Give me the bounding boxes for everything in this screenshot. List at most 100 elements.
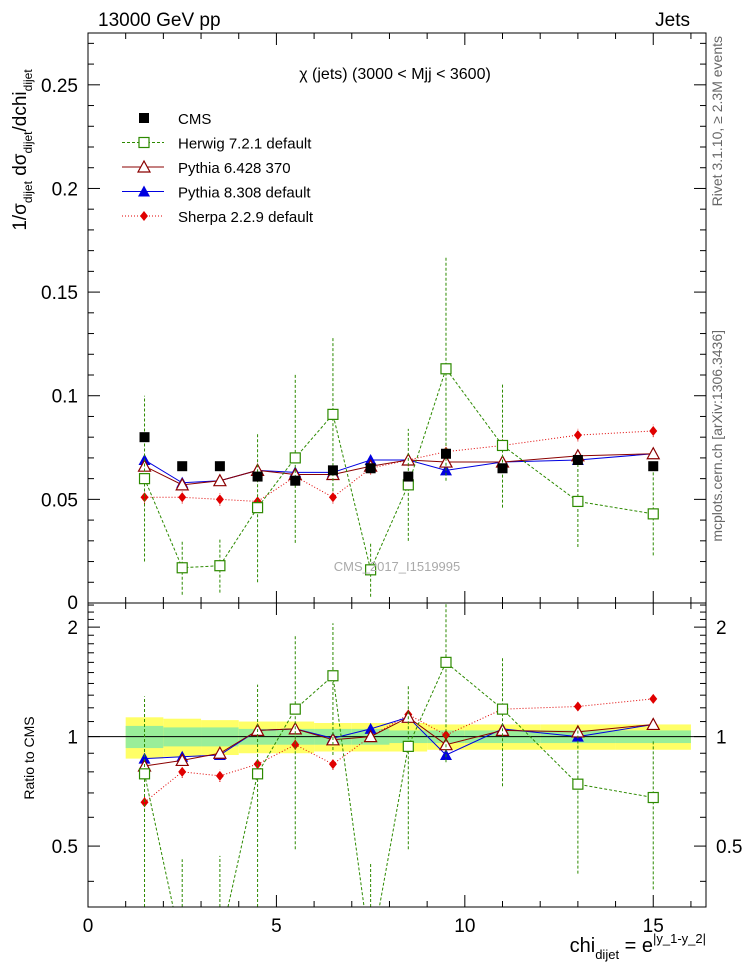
pythia6-point xyxy=(212,473,227,487)
sherpa-point xyxy=(573,701,582,712)
sherpa-point xyxy=(140,797,149,808)
legend-marker xyxy=(139,113,149,123)
y-tick-label: 0.2 xyxy=(52,179,78,200)
ratio-y-tick-label-right: 2 xyxy=(716,618,727,639)
herwig-point xyxy=(251,768,264,780)
herwig-point xyxy=(647,791,659,804)
y-tick-label-zero: 0 xyxy=(67,593,78,614)
ratio-y-tick-label-right: 0.5 xyxy=(716,837,742,858)
herwig-point xyxy=(402,740,414,752)
legend-label: Sherpa 2.2.9 default xyxy=(178,209,314,226)
header-left: 13000 GeV pp xyxy=(98,10,221,31)
pythia8-point xyxy=(364,722,377,734)
sherpa-point xyxy=(140,492,149,503)
pythia6-point xyxy=(175,477,190,491)
herwig-point xyxy=(647,508,659,520)
cms-point xyxy=(214,461,225,472)
herwig-line xyxy=(144,661,654,907)
sherpa-point xyxy=(649,425,658,436)
herwig-point xyxy=(496,703,509,715)
ratio-series-group xyxy=(137,603,661,907)
y-tick-label: 0.25 xyxy=(41,76,78,97)
y-tick-label: 0.05 xyxy=(41,490,78,511)
legend-marker xyxy=(138,185,150,197)
cms-point xyxy=(403,471,414,482)
watermark: CMS_2017_I1519995 xyxy=(334,559,461,574)
cms-point xyxy=(497,463,508,474)
cms-point xyxy=(139,432,150,443)
pythia6-line xyxy=(144,453,654,486)
sherpa-point xyxy=(215,770,224,781)
legend-label: Pythia 8.308 default xyxy=(178,185,311,202)
cms-point xyxy=(365,463,376,474)
side-label-mcplots: mcplots.cern.ch [arXiv:1306.3436] xyxy=(709,330,725,542)
herwig-point xyxy=(572,778,584,790)
y-tick-label: 0.15 xyxy=(41,283,78,304)
sherpa-point xyxy=(328,759,337,770)
pythia6-point xyxy=(212,745,227,759)
plot-title: χ (jets) (3000 < Mjj < 3600) xyxy=(299,66,491,83)
herwig-point xyxy=(365,564,377,576)
cms-point xyxy=(648,461,659,472)
ratio-frame xyxy=(87,602,707,908)
ratio-y-tick-label: 0.5 xyxy=(52,837,78,858)
x-tick-label: 10 xyxy=(454,916,475,937)
top-y-axis-label: 1/σdijet dσdijet/dchidijet xyxy=(10,69,35,231)
main-plot: 0.05 0.1 0.15 0.2 0.25 0 xyxy=(41,32,707,614)
sherpa-line xyxy=(144,430,654,502)
legend-marker xyxy=(140,211,148,221)
herwig-point xyxy=(327,408,339,420)
pythia6-point xyxy=(363,729,378,743)
pythia6-point xyxy=(438,454,453,468)
herwig-point xyxy=(289,452,301,464)
x-tick-label: 0 xyxy=(83,916,94,937)
sherpa-point xyxy=(649,693,658,704)
sherpa-point xyxy=(291,739,300,750)
herwig-point xyxy=(440,363,452,375)
y-tick-label: 0.1 xyxy=(52,387,78,408)
herwig-point xyxy=(289,703,301,715)
sherpa-point xyxy=(178,766,187,777)
x-tick-label: 15 xyxy=(643,916,664,937)
legend: CMS Herwig 7.2.1 default Pythia 6.428 370 P… xyxy=(122,111,314,226)
x-axis-label: chidijet = e|y_1-y_2| xyxy=(570,931,706,962)
pythia6-point xyxy=(646,446,661,460)
legend-label: CMS xyxy=(178,111,211,128)
cms-point xyxy=(177,461,188,472)
sherpa-point xyxy=(215,494,224,505)
cms-point xyxy=(290,475,301,486)
ratio-y-tick-label: 2 xyxy=(67,618,78,639)
sherpa-point xyxy=(573,430,582,441)
sherpa-point xyxy=(178,492,187,503)
x-tick-label: 5 xyxy=(271,916,282,937)
cms-point xyxy=(440,448,451,459)
legend-label: Pythia 6.428 370 xyxy=(178,160,291,177)
herwig-point xyxy=(327,670,339,682)
herwig-point xyxy=(572,495,584,508)
herwig-point xyxy=(251,502,264,514)
cms-point xyxy=(327,465,338,476)
pythia6-line xyxy=(144,716,654,767)
pythia6-point xyxy=(646,717,661,731)
herwig-point xyxy=(138,768,151,780)
cms-point xyxy=(252,471,263,482)
side-label-rivet: Rivet 3.1.10, ≥ 2.3M events xyxy=(709,36,725,206)
header-right: Jets xyxy=(655,10,690,31)
herwig-point xyxy=(176,562,188,574)
ratio-y-tick-label-right: 1 xyxy=(716,728,727,749)
herwig-point xyxy=(138,473,151,485)
legend-marker xyxy=(138,136,150,149)
pythia8-point xyxy=(138,752,151,764)
cms-point xyxy=(572,454,583,465)
pythia6-point xyxy=(175,753,190,767)
herwig-point xyxy=(440,656,452,668)
sherpa-point xyxy=(328,492,337,503)
legend-label: Herwig 7.2.1 default xyxy=(178,136,312,153)
ratio-y-axis-label: Ratio to CMS xyxy=(21,716,37,799)
herwig-point xyxy=(496,439,509,452)
ratio-y-tick-label: 1 xyxy=(67,728,78,749)
ratio-plot: 0.5 0.5 1 1 2 2 0 5 10 15 xyxy=(52,602,742,937)
legend-marker xyxy=(136,159,152,173)
herwig-point xyxy=(214,560,226,572)
